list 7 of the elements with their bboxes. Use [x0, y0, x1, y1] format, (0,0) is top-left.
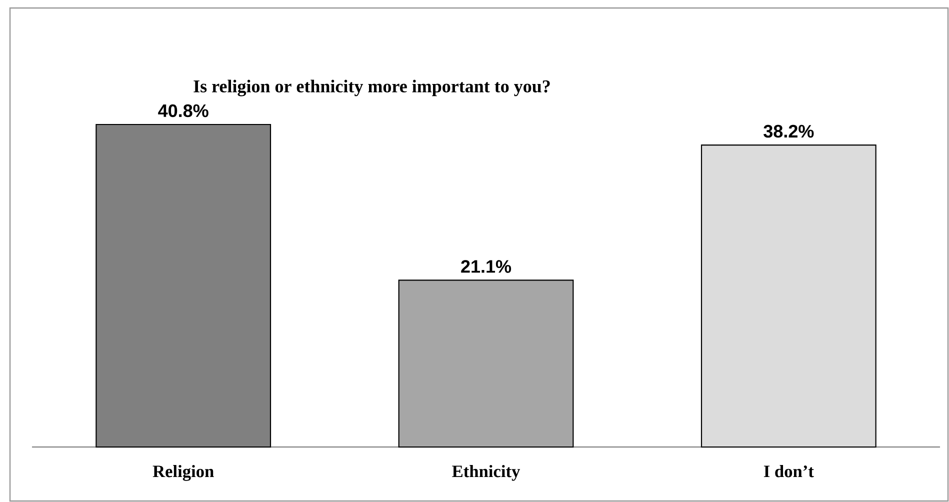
data-label: 38.2% — [764, 124, 814, 138]
x-tick-label: I don’t — [764, 465, 814, 478]
data-label: 21.1% — [461, 260, 512, 273]
chart-title: Is religion or ethnicity more important to you? — [194, 80, 550, 96]
x-tick-label: Religion — [152, 465, 214, 481]
x-tick-label: Ethnicity — [452, 465, 520, 481]
data-label: 40.8% — [158, 104, 208, 118]
